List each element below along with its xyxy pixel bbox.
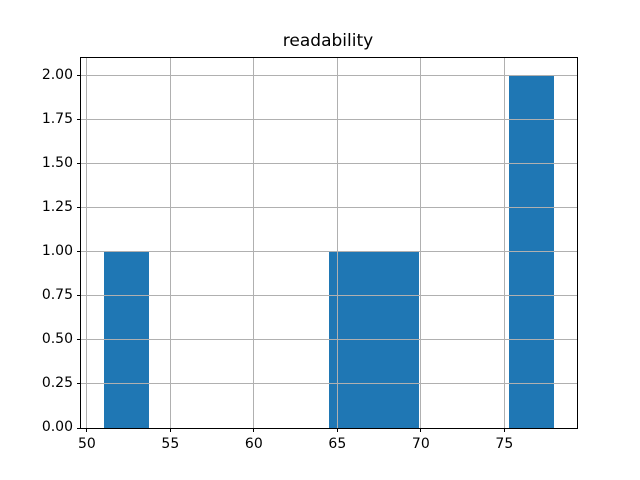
y-tick-label: 0.00 (41, 419, 73, 435)
x-gridline (169, 58, 171, 428)
y-gridline (81, 295, 577, 297)
x-tick-mark (253, 428, 255, 432)
y-gridline (81, 383, 577, 385)
y-gridline (81, 207, 577, 209)
y-tick-mark (77, 427, 81, 429)
chart-title: readability (282, 31, 374, 51)
x-tick-label: 60 (244, 436, 263, 452)
x-tick-label: 65 (328, 436, 347, 452)
y-gridline (81, 251, 577, 253)
x-tick-label: 55 (161, 436, 180, 452)
y-tick-label: 1.50 (41, 154, 73, 171)
y-gridline (81, 163, 577, 165)
y-tick-label: 0.75 (41, 286, 73, 303)
y-tick-mark (77, 383, 81, 385)
y-tick-mark (77, 75, 81, 77)
y-tick-mark (77, 163, 81, 165)
x-tick-mark (336, 428, 338, 432)
y-tick-label: 0.25 (41, 374, 73, 391)
y-tick-label: 1.25 (41, 198, 73, 215)
plot-area: 50 55 60 65 70 75 0.00 0.25 0.50 0.75 1.00 1.25 1.50… (42, 57, 578, 452)
y-tick-label: 2.00 (41, 66, 73, 83)
y-gridline (81, 119, 577, 121)
x-tick-mark (503, 428, 505, 432)
x-gridline (86, 58, 88, 428)
y-tick-label: 1.75 (41, 110, 73, 127)
x-tick-label: 50 (77, 436, 96, 452)
x-gridline (420, 58, 422, 428)
x-tick-label: 70 (411, 436, 430, 452)
x-gridline (336, 58, 338, 428)
y-tick-mark (77, 119, 81, 121)
y-tick-mark (77, 251, 81, 253)
y-tick-mark (77, 339, 81, 341)
x-tick-mark (420, 428, 422, 432)
y-gridline (81, 75, 577, 77)
x-gridline (253, 58, 255, 428)
y-gridline (81, 339, 577, 341)
x-tick-label: 75 (495, 436, 514, 452)
x-tick-mark (169, 428, 171, 432)
y-tick-label: 0.50 (41, 330, 73, 347)
y-tick-label: 1.00 (41, 242, 73, 259)
y-tick-mark (77, 207, 81, 209)
y-tick-mark (77, 295, 81, 297)
x-gridline (503, 58, 505, 428)
x-tick-mark (86, 428, 88, 432)
